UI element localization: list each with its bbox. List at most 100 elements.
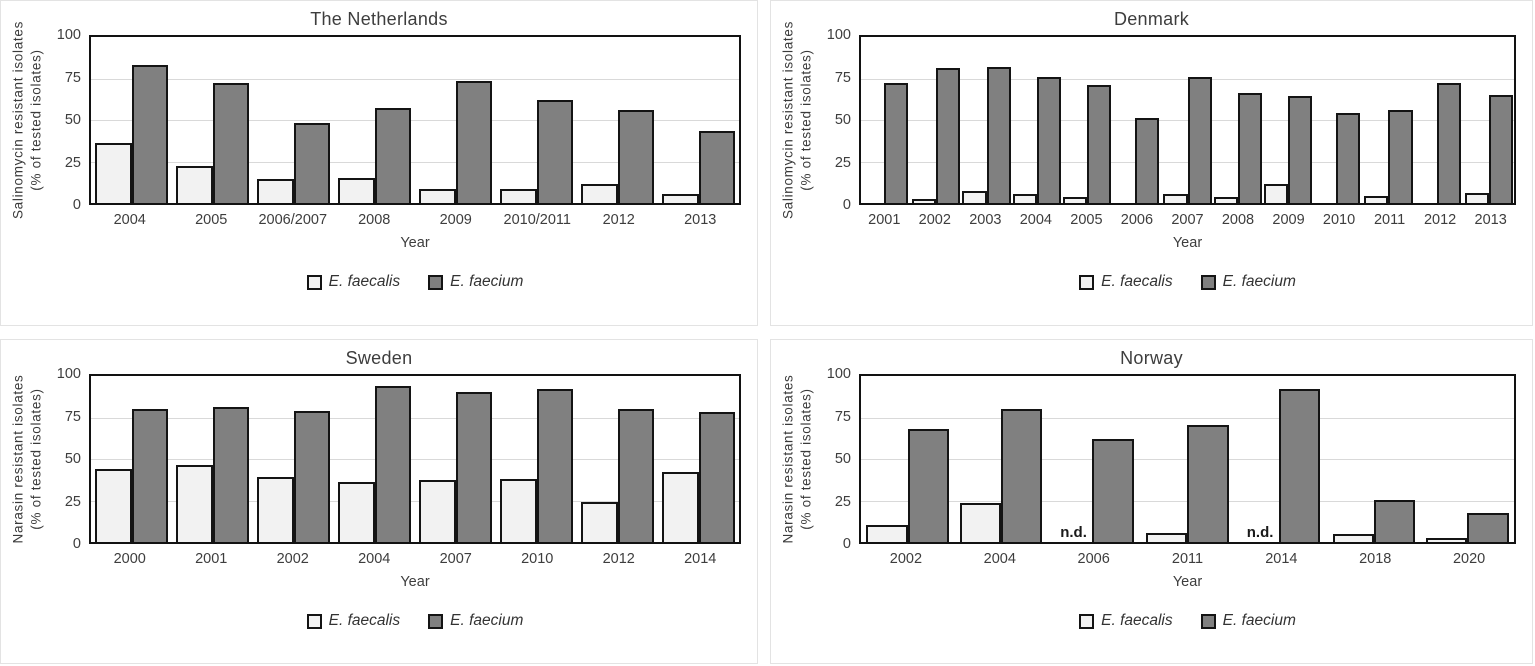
- x-axis-tick-2013: 2013: [684, 212, 717, 228]
- bar-e-faecalis-2009: [419, 189, 456, 203]
- bar-e-faecium-2008: [374, 108, 411, 203]
- bar-group-2008: [1213, 37, 1263, 203]
- y-axis-label-line: (% of tested isolates): [28, 388, 43, 530]
- y-axis-tick: 100: [826, 27, 851, 43]
- legend: E. faecalis E. faecium: [89, 273, 741, 291]
- y-axis-label-box: Narasin resistant isolates (% of tested i…: [1, 374, 53, 544]
- chart-panel-denmark: Denmark Salinomycin resistant isolates (% …: [770, 0, 1533, 326]
- bar-e-faecium-2006-2007: [293, 122, 330, 203]
- bar-e-faecalis-2008: [1213, 196, 1238, 203]
- y-axis-tick: 75: [834, 408, 851, 425]
- x-axis-tick-2007: 2007: [1171, 212, 1204, 228]
- bar-e-faecium-2002: [907, 428, 949, 542]
- y-axis-label-line: (% of tested isolates): [798, 49, 813, 191]
- bar-group-2014: n.d.: [1234, 376, 1327, 542]
- y-axis-tick: 0: [842, 536, 851, 552]
- legend-item-e-faecium: E. faecium: [428, 612, 523, 630]
- bar-group-2001: [172, 376, 253, 542]
- x-axis-tick-2012: 2012: [1423, 212, 1457, 228]
- y-axis-tick: 100: [826, 366, 851, 382]
- bar-e-faecalis-2012: [581, 501, 618, 542]
- y-axis-tick: 25: [64, 154, 81, 171]
- gridline-75: [91, 78, 739, 80]
- legend-label: E. faecalis: [328, 612, 401, 629]
- bar-e-faecalis-2007: [419, 480, 456, 542]
- bar-group-2009: [1263, 37, 1313, 203]
- x-axis-ticks: 2000 2001 2002 2004 2007 2010 2012 2014: [89, 551, 741, 567]
- bar-e-faecalis-2008: [338, 177, 375, 203]
- bar-e-faecium-2009: [1287, 96, 1313, 203]
- bar-e-faecalis-2005: [176, 166, 213, 203]
- legend-swatch-e-faecalis: [1079, 613, 1095, 629]
- legend-item-e-faecalis: E. faecalis: [306, 273, 400, 291]
- legend: E. faecalis E. faecium: [89, 612, 741, 630]
- x-axis-tick-2013: 2013: [1474, 212, 1507, 228]
- gridline-25: [91, 161, 739, 163]
- chart-body: Narasin resistant isolates (% of tested i…: [1, 366, 757, 552]
- bar-group-2001: [861, 37, 911, 203]
- x-axis-label: Year: [400, 235, 430, 251]
- x-axis-tick-2014: 2014: [1265, 551, 1298, 567]
- plot-area: [89, 35, 741, 205]
- bar-e-faecium-2011: [1187, 425, 1229, 542]
- legend-label: E. faecalis: [1101, 612, 1173, 629]
- legend-swatch-e-faecalis: [306, 613, 322, 629]
- legend-swatch-e-faecalis: [306, 274, 322, 290]
- x-axis-tick-2004: 2004: [113, 212, 146, 228]
- y-axis-tick: 0: [72, 197, 81, 213]
- chart-title: The Netherlands: [310, 9, 448, 29]
- bar-group-2010: [496, 376, 577, 542]
- x-axis-tick-2011: 2011: [1171, 551, 1204, 567]
- gridline-25: [91, 500, 739, 502]
- bar-e-faecium-2001: [212, 407, 249, 542]
- legend-label: E. faecium: [1222, 273, 1296, 290]
- legend-label: E. faecium: [450, 612, 524, 629]
- x-axis-ticks: 2004 2005 2006/2007 2008 2009 2010/2011 2012 20…: [89, 212, 741, 228]
- x-axis-tick-2014: 2014: [684, 551, 717, 567]
- chart-panel-netherlands: The Netherlands Salinomycin resistant iso…: [0, 0, 758, 326]
- legend-label: E. faecium: [1222, 612, 1296, 629]
- y-axis-tick: 25: [834, 493, 851, 510]
- bar-e-faecalis-2003: [962, 191, 987, 203]
- x-axis-label: Year: [1172, 574, 1203, 590]
- bar-e-faecium-2007: [455, 392, 492, 542]
- x-axis-tick-2005: 2005: [1070, 212, 1103, 228]
- bar-group-2011: [1363, 37, 1413, 203]
- gridline-75: [91, 417, 739, 419]
- legend-swatch-e-faecium: [428, 613, 444, 629]
- y-axis-tick: 100: [56, 27, 81, 43]
- plot-area: [89, 374, 741, 544]
- y-axis-tick: 0: [72, 536, 81, 552]
- bar-e-faecalis-2004: [338, 481, 375, 542]
- x-axis-tick-2011: 2011: [1373, 212, 1406, 228]
- bar-e-faecium-2013: [698, 131, 735, 203]
- legend-item-e-faecium: E. faecium: [1200, 612, 1296, 630]
- bar-group-2012: [577, 37, 658, 203]
- x-axis-tick-2002: 2002: [918, 212, 951, 228]
- bar-e-faecalis-2013: [1464, 192, 1489, 203]
- y-axis-label: Salinomycin resistant isolates (% of test…: [9, 21, 44, 219]
- y-axis-ticks: 100 75 50 25 0: [53, 366, 89, 552]
- legend-item-e-faecalis: E. faecalis: [1079, 273, 1173, 291]
- bar-e-faecalis-2009: [1263, 183, 1288, 203]
- x-axis-tick-2001: 2001: [195, 551, 228, 567]
- x-axis-tick-2004: 2004: [983, 551, 1016, 567]
- bar-group-2005: [172, 37, 253, 203]
- y-axis-tick: 100: [56, 366, 81, 382]
- plot-area: [859, 35, 1516, 205]
- y-axis-label-box: Salinomycin resistant isolates (% of test…: [771, 21, 823, 219]
- legend: E. faecalis E. faecium: [859, 612, 1516, 630]
- bar-e-faecium-2004: [131, 64, 168, 203]
- bar-e-faecium-2004: [1036, 76, 1061, 203]
- bar-e-faecalis-2004: [959, 503, 1001, 542]
- bar-e-faecium-2005: [212, 83, 249, 203]
- bar-e-faecium-2010: [536, 388, 573, 542]
- y-axis-ticks: 100 75 50 25 0: [823, 27, 859, 213]
- bar-e-faecalis-2005: [1062, 196, 1088, 203]
- bar-group-2002: [253, 376, 334, 542]
- bar-e-faecalis-2001: [176, 465, 213, 542]
- y-axis-tick: 50: [834, 451, 851, 467]
- bar-e-faecium-2008: [1237, 93, 1262, 203]
- bar-e-faecium-2010: [1336, 113, 1361, 203]
